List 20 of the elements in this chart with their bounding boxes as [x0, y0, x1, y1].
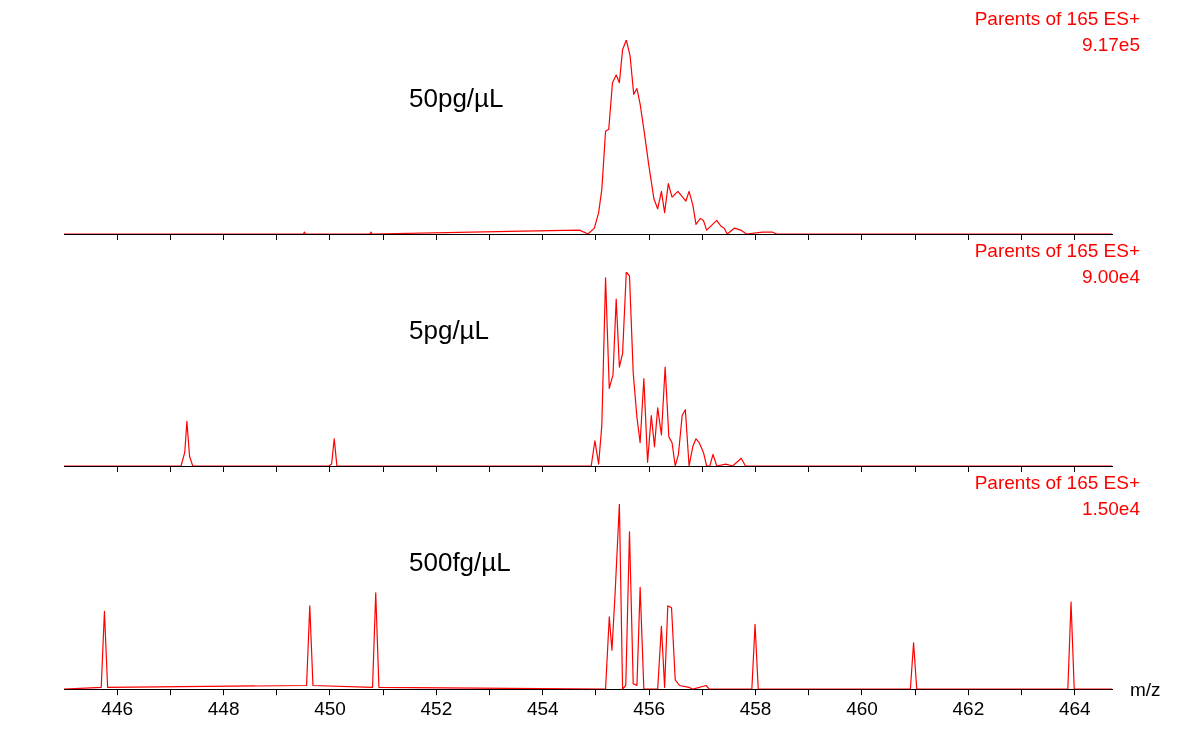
annotation: 9.17e5 [1081, 34, 1140, 56]
x-tick-label: 454 [526, 697, 560, 719]
text: Parents of 165 ES+ [974, 240, 1140, 262]
x-tick-label: 448 [207, 697, 240, 719]
x-tick-label: 462 [952, 697, 985, 719]
annotation: 50pg/µL [409, 83, 504, 114]
x-axis-title: m/z [1130, 679, 1161, 701]
annotation: 500fg/µL [409, 547, 511, 578]
x-tick-label: 460 [846, 697, 878, 719]
x-tick-label: 464 [1058, 697, 1092, 719]
x-tick-label: 452 [420, 697, 453, 719]
x-tick-label: 458 [739, 697, 772, 719]
text: Parents of 165 ES+ [974, 8, 1140, 30]
x-tick-label: 446 [101, 697, 134, 719]
annotation: 1.50e4 [1081, 498, 1141, 520]
text: Parents of 165 ES+ [974, 472, 1140, 494]
x-tick-label: 450 [314, 697, 346, 719]
annotation: 5pg/µL [409, 315, 490, 346]
annotation: 9.00e4 [1081, 266, 1141, 288]
x-tick-label: 456 [633, 697, 666, 719]
